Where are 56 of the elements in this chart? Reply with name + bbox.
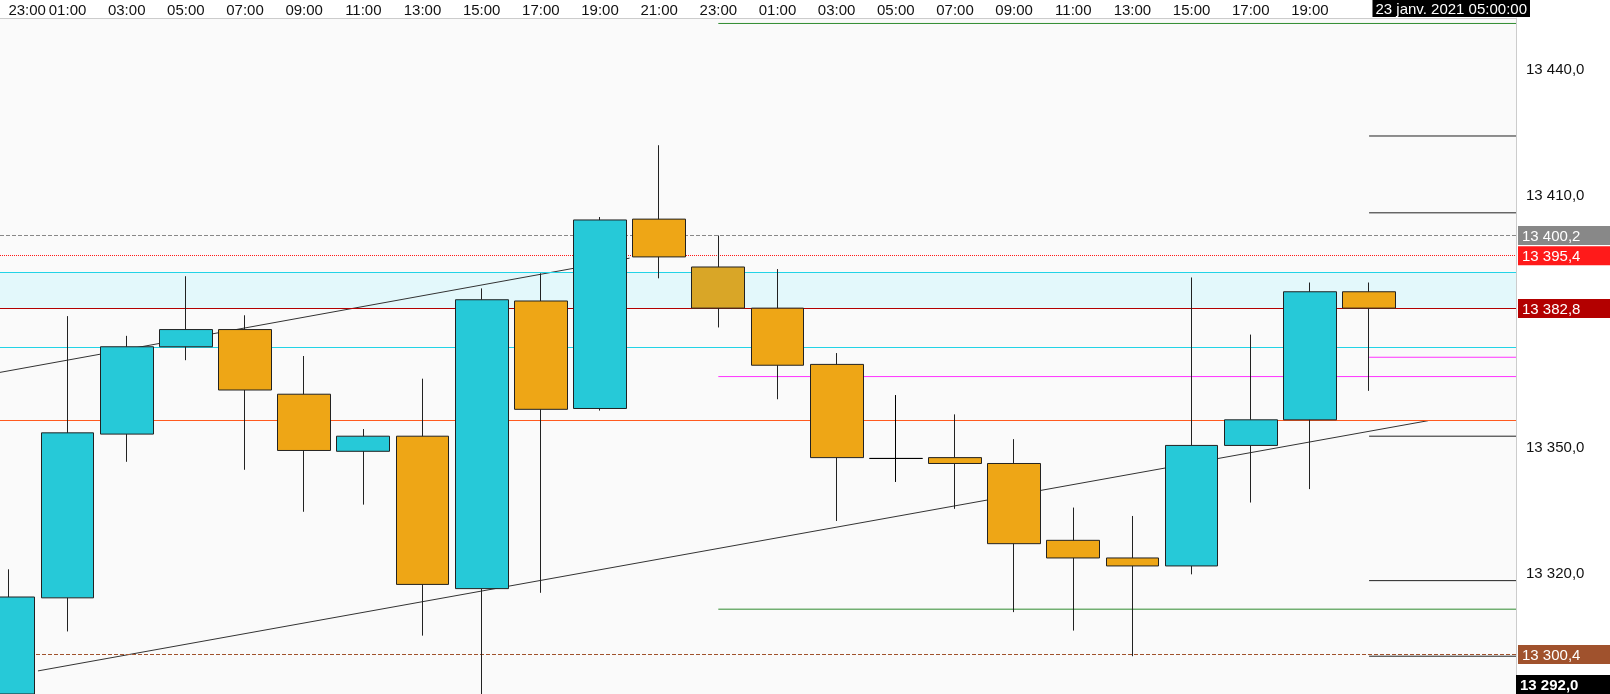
candlestick xyxy=(514,272,568,594)
x-tick-label: 17:00 xyxy=(522,1,560,18)
candlestick xyxy=(159,275,213,361)
text: 23 janv. 2021 05:00:00 xyxy=(1375,0,1528,17)
candlestick xyxy=(810,352,864,522)
x-tick-label: 17:00 xyxy=(1231,1,1270,18)
x-tick-label: 13:00 xyxy=(1113,1,1152,18)
candlestick xyxy=(336,428,390,506)
candlestick xyxy=(1165,276,1218,575)
candlestick xyxy=(1224,334,1278,504)
x-tick-label: 01:00 xyxy=(758,1,797,18)
candlestick xyxy=(1342,282,1396,392)
x-tick-label: 23:00 xyxy=(699,1,738,18)
x-tick-label: 19:00 xyxy=(581,1,619,18)
x-tick-label: 09:00 xyxy=(995,1,1033,18)
y-tick-label: 13 350,0 xyxy=(1526,437,1585,455)
candlestick xyxy=(751,268,804,400)
candlestick xyxy=(691,235,745,328)
candlestick xyxy=(41,315,94,632)
x-tick-label: 03:00 xyxy=(107,1,146,18)
candlestick xyxy=(632,144,686,279)
ref-line-label: 13 300,4 xyxy=(1522,646,1581,664)
ref-line-label: 13 382,8 xyxy=(1522,300,1581,318)
candlestick xyxy=(1106,515,1159,657)
candlestick xyxy=(869,394,923,483)
x-tick-label: 11:00 xyxy=(1055,1,1092,18)
ref-line-label: 13 395,4 xyxy=(1522,247,1581,265)
x-tick-label: 21:00 xyxy=(640,1,678,18)
candlestick xyxy=(928,413,982,510)
y-tick-label: 13 320,0 xyxy=(1526,563,1585,581)
y-tick-label: 13 410,0 xyxy=(1526,185,1585,203)
y-tick-label: 13 440,0 xyxy=(1526,59,1585,77)
x-tick-label: 19:00 xyxy=(1291,1,1329,18)
x-tick-label: 01:00 xyxy=(48,1,87,18)
x-tick-label: 07:00 xyxy=(226,1,264,18)
candlestick xyxy=(277,355,331,513)
x-tick-label: 15:00 xyxy=(462,1,501,18)
x-tick-label: 11:00 xyxy=(345,1,382,18)
x-tick-label: 09:00 xyxy=(285,1,323,18)
candlestick xyxy=(455,287,509,694)
candlestick xyxy=(100,335,154,463)
x-tick-label: 23:00 xyxy=(8,1,46,18)
candlestick xyxy=(396,378,449,637)
x-tick-label: 03:00 xyxy=(817,1,856,18)
candlestick xyxy=(1283,282,1337,490)
x-tick-label: 07:00 xyxy=(936,1,974,18)
candlestick xyxy=(987,438,1041,613)
candlestick xyxy=(1046,507,1100,632)
x-tick-label: 15:00 xyxy=(1172,1,1211,18)
ref-line-label: 13 400,2 xyxy=(1522,227,1581,244)
x-tick-label: 13:00 xyxy=(403,1,442,18)
candlestick xyxy=(218,314,272,471)
x-tick-label: 05:00 xyxy=(167,1,205,18)
x-tick-label: 05:00 xyxy=(877,1,915,18)
text: 13 292,0 xyxy=(1520,676,1579,693)
candlestick xyxy=(573,216,627,412)
